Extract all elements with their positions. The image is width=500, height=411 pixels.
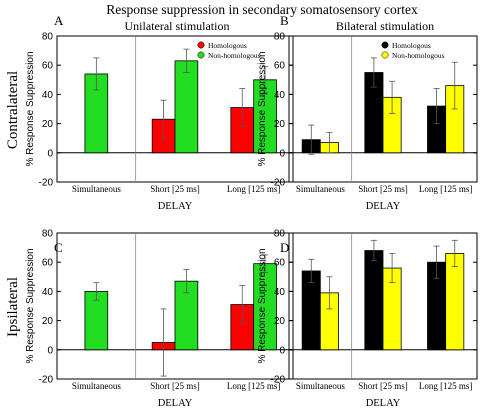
panel-c: C -20 0 20 40 60 80 % Response Suppression DELAY…	[25, 229, 294, 409]
legend-swatch	[197, 51, 205, 59]
y-tick-label: 0	[279, 148, 285, 159]
y-tick-label: -20	[271, 375, 286, 386]
category-label: Short [25 ms]	[358, 381, 408, 391]
legend-swatch	[381, 41, 389, 49]
y-tick-label: 20	[274, 119, 286, 130]
y-tick-label: 80	[42, 32, 54, 43]
category-label: Simultaneous	[72, 381, 121, 391]
panel-letter: C	[54, 240, 63, 255]
y-tick-label: 40	[42, 287, 54, 298]
y-axis-label: % Response Suppression	[25, 51, 36, 166]
y-tick-label: 60	[274, 61, 286, 72]
category-label: Long [125 ms]	[419, 381, 473, 391]
y-tick-label: 60	[274, 258, 286, 269]
bar	[174, 60, 199, 154]
x-axis-label: DELAY	[158, 201, 193, 212]
y-tick-label: 40	[42, 90, 54, 101]
y-tick-label: 0	[279, 345, 285, 356]
col-title-bilateral: Bilateral stimulation	[336, 19, 434, 33]
y-axis-label: % Response Suppression	[257, 51, 268, 166]
y-tick-label: 20	[42, 316, 54, 327]
x-axis-label: DELAY	[366, 201, 401, 212]
y-tick-label: -20	[39, 375, 54, 386]
panel-a: A -20 0 20 40 60 80 % Response Suppression DELAY…	[25, 13, 294, 212]
category-label: Short [25 ms]	[150, 381, 200, 391]
y-tick-label: 60	[42, 61, 54, 72]
panel-d: D -20 0 20 40 60 80 % Response Suppression DELAY…	[257, 229, 478, 409]
category-label: Short [25 ms]	[358, 184, 408, 194]
y-tick-label: -20	[271, 178, 286, 189]
legend-label: Homologous	[208, 41, 247, 50]
x-axis-label: DELAY	[158, 398, 193, 409]
y-tick-label: 80	[274, 229, 286, 240]
y-axis-label: % Response Suppression	[257, 248, 268, 363]
y-tick-label: 80	[42, 229, 54, 240]
bar	[445, 253, 465, 351]
category-label: Long [125 ms]	[227, 381, 281, 391]
legend-label: Non-homologous	[208, 51, 261, 60]
y-axis-label: % Response Suppression	[25, 248, 36, 363]
y-tick-label: 40	[274, 287, 286, 298]
y-tick-label: 20	[42, 119, 54, 130]
panel-letter: D	[280, 240, 289, 255]
y-tick-label: 60	[42, 258, 54, 269]
bar	[364, 250, 384, 351]
y-tick-label: 0	[47, 148, 53, 159]
y-tick-label: 20	[274, 316, 286, 327]
legend-label: Non-homologous	[392, 51, 445, 60]
category-label: Long [125 ms]	[419, 184, 473, 194]
category-label: Short [25 ms]	[150, 184, 200, 194]
category-label: Simultaneous	[296, 381, 345, 391]
row-title-ipsilateral: Ipsilateral	[5, 277, 21, 337]
figure-title: Response suppression in secondary somato…	[106, 2, 418, 17]
col-title-unilateral: Unilateral stimulation	[125, 19, 230, 33]
y-tick-label: 40	[274, 90, 286, 101]
category-label: Simultaneous	[72, 184, 121, 194]
y-tick-label: 0	[47, 345, 53, 356]
legend-swatch	[381, 51, 389, 59]
category-label: Long [125 ms]	[227, 184, 281, 194]
legend-swatch	[197, 41, 205, 49]
y-tick-label: -20	[39, 178, 54, 189]
panel-b: B -20 0 20 40 60 80 % Response Suppression DELAY…	[257, 13, 478, 212]
category-label: Simultaneous	[296, 184, 345, 194]
row-title-contralateral: Contralateral	[5, 71, 21, 149]
plot-frame	[56, 35, 294, 183]
x-axis-label: DELAY	[366, 398, 401, 409]
plot-frame	[56, 232, 294, 380]
plot-frame	[288, 35, 478, 183]
panel-letter: B	[280, 13, 289, 28]
panel-letter: A	[54, 13, 64, 28]
y-tick-label: 80	[274, 32, 286, 43]
plot-frame	[288, 232, 478, 380]
legend-label: Homologous	[392, 41, 431, 50]
